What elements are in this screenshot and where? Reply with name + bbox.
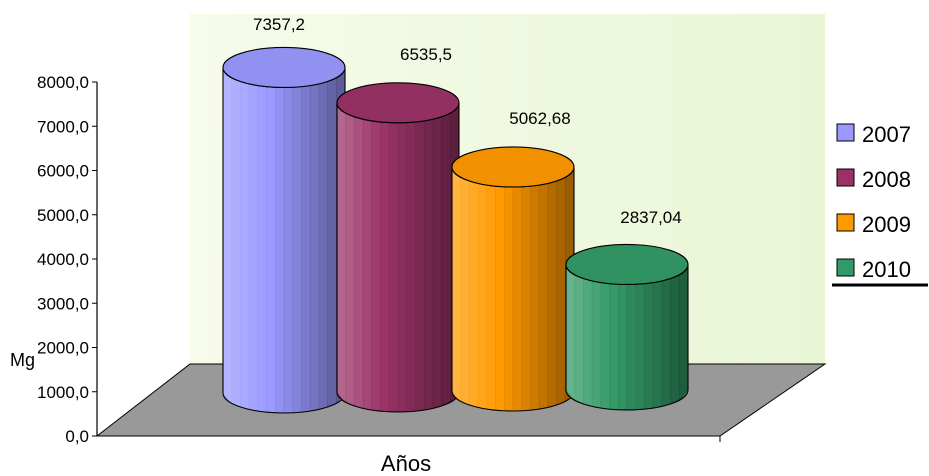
bar-shade <box>266 67 276 414</box>
bar-2007 <box>222 46 346 414</box>
bar-shade <box>336 102 347 404</box>
legend-swatch <box>836 213 855 232</box>
y-tick-label: 4000,0 <box>37 250 89 269</box>
bar-top <box>336 82 460 124</box>
y-axis: 0,0 1000,0 2000,0 3000,0 4000,0 5000,0 6000,0 7… <box>37 73 721 446</box>
bar-shade <box>670 264 680 405</box>
legend-label: 2008 <box>862 167 911 192</box>
bar-shade <box>451 166 462 403</box>
bar-shade <box>600 264 610 410</box>
bar-shade <box>574 264 584 405</box>
data-labels: 7357,2 6535,5 5062,68 2837,04 <box>253 15 682 227</box>
bar-shade <box>301 67 311 413</box>
x-axis-title: Años <box>381 451 431 476</box>
bar-shade <box>635 264 645 411</box>
legend-label: 2010 <box>862 257 911 282</box>
bar-shade <box>678 264 689 402</box>
bar-shade <box>423 102 434 411</box>
bar-shade <box>583 264 593 407</box>
bar-shade <box>521 166 531 412</box>
bar-shade <box>362 102 373 411</box>
legend-swatch <box>836 258 855 277</box>
bar-shade <box>556 166 566 406</box>
bar-shade <box>477 166 488 410</box>
bar-shade <box>318 67 328 410</box>
y-tick-label: 6000,0 <box>37 162 89 181</box>
bar-shade <box>617 264 628 411</box>
bar-shade <box>626 264 637 411</box>
bar-shade <box>644 264 654 410</box>
bar-shade <box>441 102 451 407</box>
y-tick-label: 0,0 <box>65 427 89 446</box>
bars <box>222 46 689 414</box>
bar-shade <box>591 264 602 409</box>
bar-shade <box>231 67 241 408</box>
bar-shade <box>354 102 364 409</box>
bar-shade <box>406 102 416 413</box>
bar-shade <box>469 166 479 408</box>
bar-2009 <box>451 146 575 412</box>
bar-shade <box>495 166 505 412</box>
bar-shade <box>371 102 381 412</box>
bar-shade <box>274 67 285 414</box>
legend-label: 2007 <box>862 122 911 147</box>
bar-shade <box>327 67 337 408</box>
bar-shade <box>345 102 355 407</box>
bar-2010 <box>565 243 689 411</box>
data-label: 5062,68 <box>509 109 570 128</box>
bar-shade <box>565 264 576 402</box>
y-tick-label: 2000,0 <box>37 339 89 358</box>
bar-shade <box>415 102 425 412</box>
bar-top <box>565 243 689 286</box>
bar-shade <box>248 67 259 412</box>
bar-shade <box>380 102 390 413</box>
bar-shade <box>503 166 514 412</box>
legend-swatch <box>836 123 855 142</box>
bar-top <box>222 46 346 88</box>
data-label: 7357,2 <box>253 15 305 34</box>
bar-shade <box>257 67 267 413</box>
bar-2008 <box>336 82 460 413</box>
legend-swatch <box>836 168 855 187</box>
y-axis-title: Mg <box>10 350 35 370</box>
bar-shade <box>538 166 549 410</box>
bar-shade <box>609 264 619 411</box>
bar-shade <box>512 166 523 412</box>
bar-shade <box>292 67 302 414</box>
y-tick-label: 3000,0 <box>37 294 89 313</box>
bar-shade <box>222 67 233 405</box>
y-tick-label: 8000,0 <box>37 73 89 92</box>
bar-shade <box>309 67 320 412</box>
bar-shade <box>661 264 671 407</box>
bar-top <box>451 146 575 188</box>
data-label: 6535,5 <box>400 45 452 64</box>
bar-shade <box>460 166 470 406</box>
y-tick-label: 1000,0 <box>37 383 89 402</box>
y-tick-label: 5000,0 <box>37 206 89 225</box>
legend-label: 2009 <box>862 212 911 237</box>
bar-shade <box>652 264 663 409</box>
data-label: 2837,04 <box>620 208 681 227</box>
bar-shade <box>547 166 557 408</box>
bar-shade <box>397 102 408 413</box>
legend: 2007 2008 2009 2010 <box>832 122 928 287</box>
y-tick-label: 7000,0 <box>37 117 89 136</box>
bar-shade <box>283 67 294 414</box>
bar-shade <box>432 102 442 409</box>
bar-shade <box>530 166 540 411</box>
bar-shade <box>240 67 250 410</box>
bar-shade <box>486 166 496 411</box>
bar-shade <box>388 102 399 413</box>
